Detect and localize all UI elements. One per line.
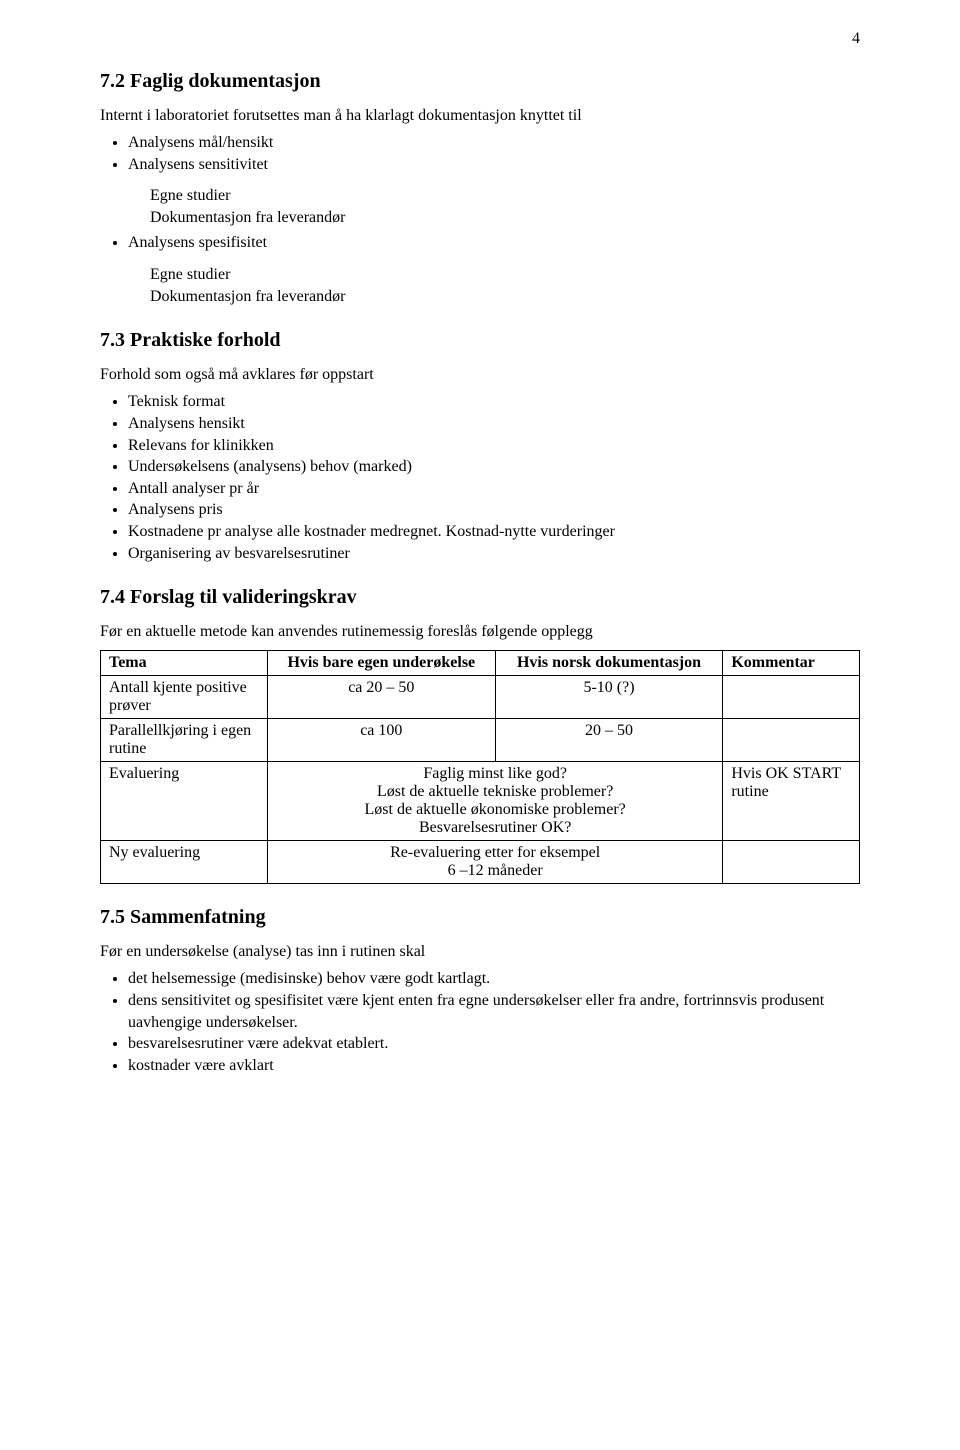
table-cell: 5-10 (?) [495, 676, 723, 719]
eval-line: Faglig minst like god? [276, 765, 714, 783]
list-item: Relevans for klinikken [128, 435, 860, 457]
heading-7-4: 7.4 Forslag til valideringskrav [100, 586, 860, 609]
list-item: dens sensitivitet og spesifisitet være k… [128, 990, 860, 1033]
table-header: Tema [101, 651, 268, 676]
list-item: Organisering av besvarelsesrutiner [128, 543, 860, 565]
para-7-3-intro: Forhold som også må avklares før oppstar… [100, 364, 860, 385]
list-7-2: Analysens mål/hensikt Analysens sensitiv… [100, 132, 860, 175]
eval-line: Løst de aktuelle økonomiske problemer? [276, 801, 714, 819]
list-item: Analysens spesifisitet [128, 232, 860, 254]
list-item: Dokumentasjon fra leverandør [150, 286, 860, 308]
table-cell: ca 20 – 50 [267, 676, 495, 719]
table-row: Evaluering Faglig minst like god? Løst d… [101, 762, 860, 841]
list-item: Analysens hensikt [128, 413, 860, 435]
list-item: Antall analyser pr år [128, 478, 860, 500]
table-header-row: Tema Hvis bare egen underøkelse Hvis nor… [101, 651, 860, 676]
para-7-4-intro: Før en aktuelle metode kan anvendes ruti… [100, 621, 860, 642]
list-item: Analysens sensitivitet [128, 154, 860, 176]
list-item: kostnader være avklart [128, 1055, 860, 1077]
table-cell: Evaluering [101, 762, 268, 841]
table-cell: ca 100 [267, 719, 495, 762]
sublist-7-2a: Egne studier Dokumentasjon fra leverandø… [100, 185, 860, 228]
list-item: Egne studier [150, 264, 860, 286]
eval-line: Re-evaluering etter for eksempel [276, 844, 714, 862]
table-header: Kommentar [723, 651, 860, 676]
list-item: Dokumentasjon fra leverandør [150, 207, 860, 229]
list-item: Egne studier [150, 185, 860, 207]
table-row: Parallellkjøring i egen rutine ca 100 20… [101, 719, 860, 762]
table-header: Hvis norsk dokumentasjon [495, 651, 723, 676]
sublist-7-2b: Egne studier Dokumentasjon fra leverandø… [100, 264, 860, 307]
list-item: Analysens pris [128, 499, 860, 521]
para-7-5-intro: Før en undersøkelse (analyse) tas inn i … [100, 941, 860, 962]
list-7-2b: Analysens spesifisitet [100, 232, 860, 254]
heading-7-5: 7.5 Sammenfatning [100, 906, 860, 929]
table-cell: 20 – 50 [495, 719, 723, 762]
table-cell: Antall kjente positive prøver [101, 676, 268, 719]
list-item: Kostnadene pr analyse alle kostnader med… [128, 521, 860, 543]
list-item: det helsemessige (medisinske) behov være… [128, 968, 860, 990]
list-7-5: det helsemessige (medisinske) behov være… [100, 968, 860, 1076]
table-cell: Hvis OK START rutine [723, 762, 860, 841]
eval-line: 6 –12 måneder [276, 862, 714, 880]
para-7-2-intro: Internt i laboratoriet forutsettes man å… [100, 105, 860, 126]
eval-line: Løst de aktuelle tekniske problemer? [276, 783, 714, 801]
list-item: Undersøkelsens (analysens) behov (marked… [128, 456, 860, 478]
table-cell [723, 676, 860, 719]
page-number: 4 [100, 30, 860, 48]
table-cell: Ny evaluering [101, 841, 268, 884]
document-page: 4 7.2 Faglig dokumentasjon Internt i lab… [0, 0, 960, 1146]
list-item: besvarelsesrutiner være adekvat etablert… [128, 1033, 860, 1055]
list-item: Teknisk format [128, 391, 860, 413]
table-row: Antall kjente positive prøver ca 20 – 50… [101, 676, 860, 719]
table-header: Hvis bare egen underøkelse [267, 651, 495, 676]
eval-line: Besvarelsesrutiner OK? [276, 819, 714, 837]
table-cell-merged: Re-evaluering etter for eksempel 6 –12 m… [267, 841, 722, 884]
heading-7-2: 7.2 Faglig dokumentasjon [100, 70, 860, 93]
heading-7-3: 7.3 Praktiske forhold [100, 329, 860, 352]
table-cell [723, 719, 860, 762]
table-row: Ny evaluering Re-evaluering etter for ek… [101, 841, 860, 884]
table-cell: Parallellkjøring i egen rutine [101, 719, 268, 762]
validation-table: Tema Hvis bare egen underøkelse Hvis nor… [100, 650, 860, 884]
list-7-3: Teknisk format Analysens hensikt Relevan… [100, 391, 860, 564]
table-cell [723, 841, 860, 884]
list-item: Analysens mål/hensikt [128, 132, 860, 154]
table-cell-merged: Faglig minst like god? Løst de aktuelle … [267, 762, 722, 841]
